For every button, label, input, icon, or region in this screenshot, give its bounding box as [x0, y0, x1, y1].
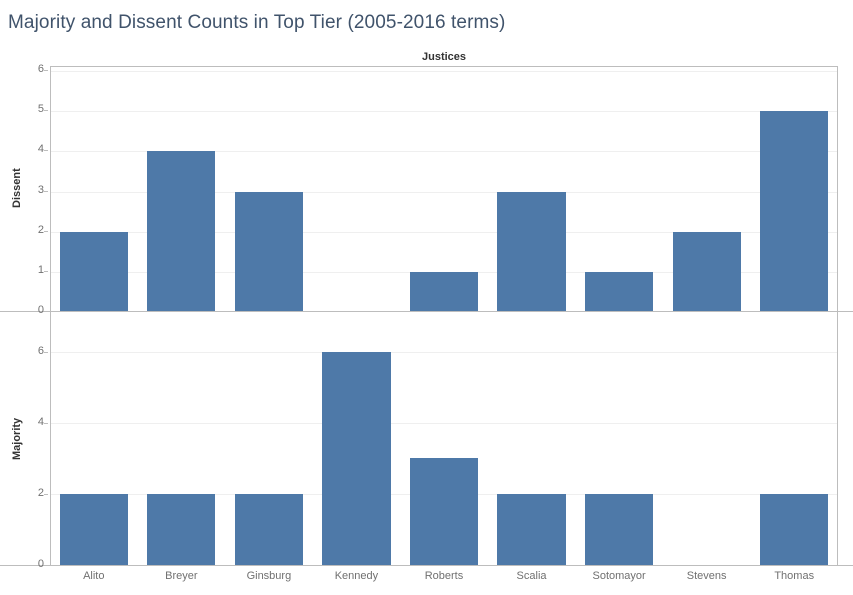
page-title: Majority and Dissent Counts in Top Tier …	[8, 12, 506, 33]
bar-scalia-majority[interactable]	[497, 493, 566, 565]
y-tick-mark	[44, 352, 48, 353]
x-axis-labels: Alito Breyer Ginsburg Kennedy Roberts Scalia S…	[50, 570, 838, 590]
y-axis-ticks-majority: 0 2 4 6	[0, 312, 48, 570]
bar-scalia-dissent[interactable]	[497, 191, 566, 312]
y-tick-mark	[44, 110, 48, 111]
panel-majority	[50, 312, 838, 565]
plot-area-dissent	[50, 67, 837, 312]
bar-sotomayor-dissent[interactable]	[584, 271, 654, 312]
gridline	[50, 352, 837, 353]
y-tick-label: 0	[37, 304, 44, 316]
bar-roberts-dissent[interactable]	[409, 271, 479, 312]
y-axis-ticks-dissent: 0 1 2 3 4 5 6	[0, 63, 48, 316]
gridline	[50, 71, 837, 72]
column-field-header: Justices	[421, 51, 467, 63]
bar-breyer-majority[interactable]	[147, 493, 216, 565]
bar-breyer-dissent[interactable]	[147, 151, 216, 312]
y-tick-label: 1	[37, 263, 44, 276]
gridline	[50, 423, 837, 424]
y-tick-mark	[44, 191, 48, 192]
y-axis-line-majority	[50, 312, 51, 565]
y-tick-mark	[44, 70, 48, 71]
panel-dissent	[50, 66, 838, 312]
bar-kennedy-majority[interactable]	[322, 351, 391, 565]
bar-alito-dissent[interactable]	[59, 231, 128, 312]
y-tick-label: 6	[37, 344, 44, 357]
gridline	[50, 151, 837, 152]
x-axis-line	[0, 565, 853, 566]
x-axis-label-roberts[interactable]: Roberts	[424, 570, 464, 582]
y-axis-title-dissent: Dissent	[11, 168, 23, 209]
bar-alito-majority[interactable]	[59, 493, 128, 565]
plot-area-majority	[50, 312, 837, 565]
y-tick-mark	[44, 423, 48, 424]
y-tick-label: 3	[37, 183, 44, 196]
y-axis-line-dissent	[50, 66, 51, 311]
y-tick-mark	[44, 231, 48, 232]
y-tick-mark	[44, 311, 48, 312]
gridline	[50, 192, 837, 193]
x-axis-label-kennedy[interactable]: Kennedy	[334, 570, 379, 582]
y-tick-mark	[44, 565, 48, 566]
bar-ginsburg-dissent[interactable]	[234, 191, 304, 312]
y-tick-mark	[44, 494, 48, 495]
bar-thomas-dissent[interactable]	[760, 111, 829, 312]
x-axis-label-breyer[interactable]: Breyer	[165, 570, 198, 582]
y-tick-label: 6	[37, 63, 44, 75]
bar-stevens-dissent[interactable]	[672, 231, 741, 312]
bar-roberts-majority[interactable]	[409, 458, 479, 565]
bar-ginsburg-majority[interactable]	[234, 493, 304, 565]
bar-sotomayor-majority[interactable]	[584, 493, 654, 565]
y-tick-mark	[44, 271, 48, 272]
x-axis-label-stevens[interactable]: Stevens	[686, 570, 727, 582]
y-tick-label: 0	[37, 558, 44, 570]
y-tick-label: 2	[37, 486, 44, 499]
y-axis-title-majority: Majority	[11, 417, 23, 460]
y-tick-label: 4	[37, 143, 44, 156]
y-tick-mark	[44, 150, 48, 151]
x-axis-label-thomas[interactable]: Thomas	[774, 570, 815, 582]
gridline	[50, 111, 837, 112]
x-axis-label-scalia[interactable]: Scalia	[516, 570, 547, 582]
y-tick-label: 5	[37, 103, 44, 116]
x-axis-label-ginsburg[interactable]: Ginsburg	[246, 570, 292, 582]
x-axis-label-alito[interactable]: Alito	[83, 570, 105, 582]
y-tick-label: 4	[37, 415, 44, 428]
y-tick-label: 2	[37, 223, 44, 236]
x-axis-label-sotomayor[interactable]: Sotomayor	[592, 570, 646, 582]
gridline	[50, 232, 837, 233]
panel-divider	[0, 311, 853, 312]
bar-thomas-majority[interactable]	[760, 493, 829, 565]
